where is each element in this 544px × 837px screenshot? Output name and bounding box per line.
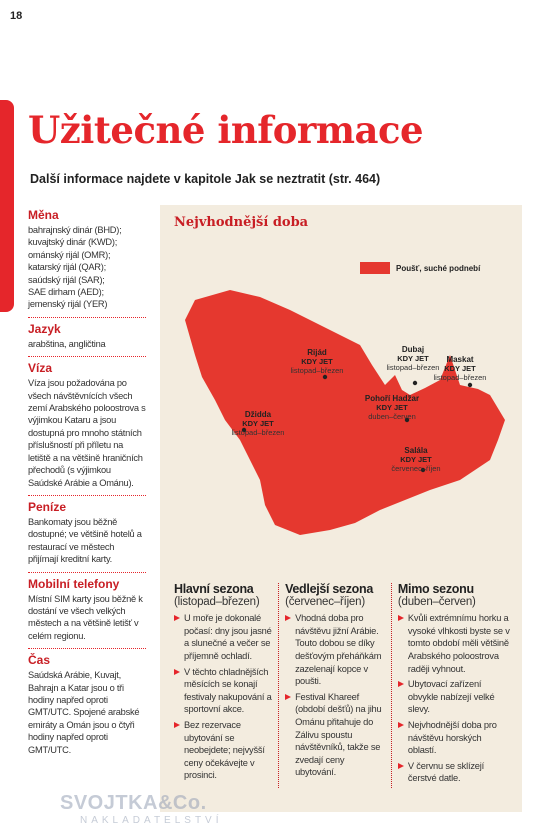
season-bullet: U moře je dokonalé počasí: dny jsou jasn…	[174, 612, 272, 662]
place-label: KDY JET	[242, 419, 274, 428]
season-columns: Hlavní sezona (listopad–březen) U moře je …	[168, 583, 518, 788]
place-dot	[420, 467, 426, 473]
section-heading: Mobilní telefony	[28, 576, 120, 591]
info-section: Jazyk arabština, angličtina	[28, 316, 146, 356]
section-heading: Čas	[28, 653, 51, 668]
section-text: Saúdská Arábie, Kuvajt, Bahrajn a Katar …	[28, 670, 140, 755]
season-bullet: V červnu se sklízejí čerstvé datle.	[397, 760, 512, 785]
info-section: Víza Víza jsou požadována po všech návště…	[28, 356, 146, 495]
season-bullet: Festival Khareef (období dešťů) na jihu …	[285, 691, 385, 779]
info-section: Mobilní telefony Místní SIM karty jsou bě…	[28, 571, 146, 649]
section-heading: Jazyk	[28, 321, 61, 336]
place-name: Džidda	[245, 410, 272, 419]
season-bullet: Kvůli extrémnímu horku a vysoké vlhkosti…	[397, 612, 512, 675]
place-season: duben–červen	[368, 412, 416, 421]
season-column: Mimo sezonu (duben–červen) Kvůli extrémním…	[390, 582, 518, 788]
place-label: KDY JET	[400, 455, 432, 464]
info-section: Peníze Bankomaty jsou běžně dostupné; ve …	[28, 494, 146, 572]
place-season: listopad–březen	[291, 366, 344, 375]
season-period: (červenec–říjen)	[285, 595, 365, 608]
section-text: Místní SIM karty jsou běžně k dostání ve…	[28, 593, 143, 641]
section-line: saúdský rijál (SAR);	[28, 274, 105, 285]
season-heading: Hlavní sezona	[174, 582, 254, 596]
title: Užitečné informace	[28, 108, 424, 152]
legend-swatch	[360, 262, 390, 274]
place-season: listopad–březen	[387, 363, 440, 372]
place-label: KDY JET	[376, 403, 408, 412]
season-bullet: Ubytovací zařízení obvykle nabízejí velk…	[397, 678, 512, 716]
season-bullet: V těchto chladnějších měsících se konají…	[174, 666, 272, 716]
section-line: kuvajtský dinár (KWD);	[28, 237, 118, 248]
place-season: listopad–březen	[232, 428, 285, 437]
watermark-brand: SVOJTKA&Co.	[60, 792, 207, 814]
place-label: KDY JET	[301, 357, 333, 366]
place-name: Salála	[404, 446, 428, 455]
info-section: Měna bahrajnský dinár (BHD); kuvajtský din…	[28, 208, 146, 317]
season-heading: Mimo sezonu	[397, 582, 474, 596]
place-season: červenec–říjen	[391, 464, 440, 473]
place-dot	[467, 382, 473, 388]
place-label: KDY JET	[444, 364, 476, 373]
season-period: (duben–červen)	[397, 595, 476, 608]
season-bullet: Bez rezervace ubytování se neobejdete; n…	[174, 719, 272, 782]
season-bullet: Vhodná doba pro návštěvu jižní Arábie. T…	[285, 612, 385, 688]
place-name: Dubaj	[402, 345, 424, 354]
section-line: katarský rijál (QAR);	[28, 262, 106, 273]
section-text: Víza jsou požadována po všech návštěvníc…	[28, 378, 146, 488]
place-label: KDY JET	[397, 354, 429, 363]
season-period: (listopad–březen)	[174, 595, 260, 608]
watermark: SVOJTKA&Co. NAKLADATELSTVÍ	[60, 792, 223, 826]
legend-label: Poušť, suché podnebí	[396, 264, 481, 273]
section-heading: Peníze	[28, 499, 67, 514]
season-heading: Vedlejší sezona	[285, 582, 373, 596]
section-text: arabština, angličtina	[28, 338, 106, 349]
peninsula	[185, 290, 505, 535]
place-dot	[241, 427, 247, 433]
section-heading: Víza	[28, 361, 53, 376]
season-column: Vedlejší sezona (červenec–říjen) Vhodná do…	[278, 583, 391, 788]
place-dot	[404, 417, 410, 423]
place-name: Maskat	[446, 355, 473, 364]
season-column: Hlavní sezona (listopad–březen) U moře je …	[168, 583, 278, 788]
map-title: Nejvhodnější doba	[174, 215, 309, 230]
season-bullet: Nejvhodnější doba pro návštěvu horských …	[397, 719, 512, 757]
section-line: bahrajnský dinár (BHD);	[28, 225, 122, 235]
red-tab	[0, 100, 14, 312]
place-season: listopad–březen	[434, 373, 487, 382]
place-name: Rijád	[307, 348, 327, 357]
section-heading: Měna	[28, 208, 59, 222]
sidebar: Měna bahrajnský dinár (BHD); kuvajtský din…	[28, 208, 146, 762]
page-number: 18	[10, 10, 23, 22]
map-box: Poušť, suché podnebí Rijád KDY JET listopad…	[160, 205, 522, 812]
place-dot	[412, 380, 418, 386]
watermark-sub: NAKLADATELSTVÍ	[80, 815, 223, 826]
place-name: Pohoří Hadžar	[365, 394, 419, 403]
subtitle: Další informace najdete v kapitole Jak s…	[30, 172, 381, 186]
section-line: SAE dirham (AED);	[28, 287, 104, 298]
section-line: jemenský rijál (YER)	[28, 299, 108, 310]
section-line: ománský rijál (OMR);	[28, 249, 111, 260]
place-dot	[322, 374, 328, 380]
info-section: Čas Saúdská Arábie, Kuvajt, Bahrajn a Kat…	[28, 648, 146, 762]
section-text: Bankomaty jsou běžně dostupné; ve většin…	[28, 516, 142, 565]
